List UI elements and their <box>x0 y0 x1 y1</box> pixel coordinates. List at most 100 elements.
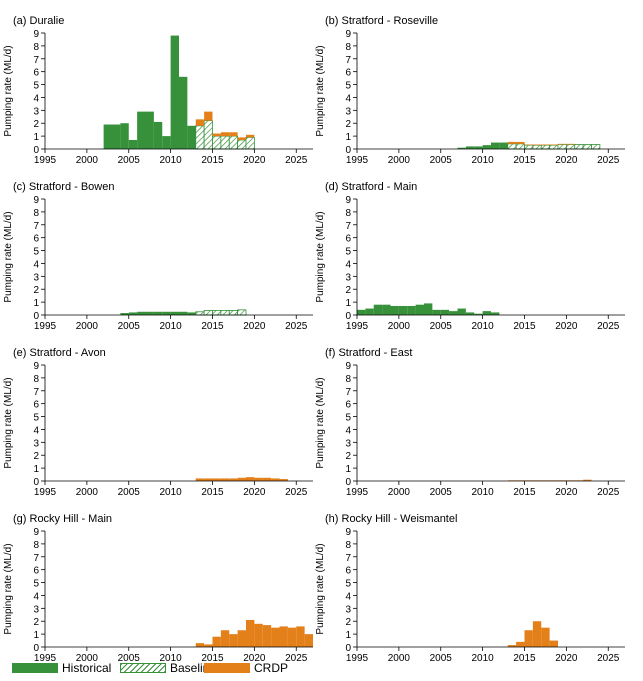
chart-h-bar-crdp <box>532 621 542 647</box>
chart-c-bar-baseline <box>212 310 222 316</box>
chart-e-bar-crdp <box>204 478 213 481</box>
chart-e-bar-crdp <box>246 477 255 481</box>
legend-item-crdp: CRDP <box>204 661 288 675</box>
chart-d: (d) Stratford - Main Pumping rate (ML/d) 0… <box>315 181 625 332</box>
legend-swatch-historical <box>12 663 58 673</box>
chart-b-bar-baseline <box>515 143 525 150</box>
chart-e-xtick-label: 2000 <box>76 487 99 498</box>
chart-g-bar-crdp <box>296 626 305 647</box>
chart-b-ytick-label: 5 <box>345 81 351 92</box>
chart-d-ylabel: Pumping rate (ML/d) <box>315 211 326 302</box>
chart-g-title: (g) Rocky Hill - Main <box>13 513 112 525</box>
chart-f-ytick-label: 3 <box>345 438 351 449</box>
chart-c-ytick-label: 1 <box>33 298 39 309</box>
chart-c-xtick-label: 2025 <box>285 321 308 332</box>
chart-g-xtick-label: 2005 <box>118 653 141 664</box>
chart-a-bar-historical <box>153 121 163 149</box>
chart-a-xtick-label: 2015 <box>201 155 224 166</box>
chart-e-ytick-label: 9 <box>33 361 39 372</box>
chart-a-bar-historical <box>179 76 188 149</box>
chart-f-xtick-label: 1995 <box>346 487 369 498</box>
chart-a-ytick-label: 7 <box>33 55 39 66</box>
chart-b-bar-baseline <box>565 144 576 150</box>
chart-h-ytick-label: 4 <box>345 591 351 602</box>
chart-c-bar-historical <box>128 312 138 315</box>
chart-d-bar-historical <box>424 303 433 315</box>
chart-c: (c) Stratford - Bowen Pumping rate (ML/d)… <box>3 181 313 332</box>
chart-a-bar-crdp <box>229 132 238 137</box>
chart-b-bar-crdp <box>507 141 517 144</box>
chart-b-xtick-label: 2005 <box>430 155 453 166</box>
chart-b-bar-baseline <box>540 144 551 150</box>
chart-d-ytick-label: 2 <box>345 285 351 296</box>
chart-h: (h) Rocky Hill - Weismantel Pumping rate … <box>315 513 625 664</box>
chart-g: (g) Rocky Hill - Main Pumping rate (ML/d)… <box>3 513 313 664</box>
chart-e-ytick-label: 6 <box>33 400 39 411</box>
chart-d-bar-historical <box>357 309 366 315</box>
chart-d-xtick-label: 2015 <box>513 321 536 332</box>
chart-d-bar-historical <box>491 312 500 315</box>
chart-h-xtick-label: 1995 <box>346 653 369 664</box>
legend-swatch-crdp <box>204 663 250 673</box>
chart-a-bar-historical <box>187 125 196 149</box>
chart-d-bar-historical <box>390 305 399 315</box>
chart-g-xtick-label: 2020 <box>243 653 266 664</box>
chart-e-xtick-label: 1995 <box>34 487 57 498</box>
chart-c-xtick-label: 2020 <box>243 321 266 332</box>
chart-b-bar-historical <box>499 142 508 149</box>
chart-b-ytick-label: 2 <box>345 119 351 130</box>
chart-a-ytick-label: 5 <box>33 81 39 92</box>
chart-d-xtick-label: 2005 <box>430 321 453 332</box>
chart-b-bar-crdp <box>549 144 558 146</box>
chart-f: (f) Stratford - East Pumping rate (ML/d) 0… <box>315 347 625 498</box>
chart-g-ytick-label: 5 <box>33 579 39 590</box>
chart-e-ytick-label: 5 <box>33 413 39 424</box>
chart-f-ytick-label: 1 <box>345 464 351 475</box>
chart-a-ytick-label: 6 <box>33 68 39 79</box>
chart-g-bar-crdp <box>195 643 205 647</box>
chart-a-xtick-label: 2000 <box>76 155 99 166</box>
chart-b-bar-historical <box>457 147 466 149</box>
chart-g-bar-crdp <box>262 625 272 647</box>
chart-e-bar-crdp <box>195 478 205 481</box>
chart-d-bar-historical <box>440 309 450 315</box>
chart-f-xtick-label: 2010 <box>472 487 495 498</box>
chart-e-bar-crdp <box>237 477 246 481</box>
chart-c-bar-baseline <box>237 309 247 316</box>
chart-c-title: (c) Stratford - Bowen <box>13 181 114 193</box>
chart-b-xtick-label: 2025 <box>597 155 620 166</box>
chart-g-ytick-label: 9 <box>33 527 39 538</box>
chart-d-bar-historical <box>432 309 441 315</box>
chart-g-ytick-label: 1 <box>33 630 39 641</box>
chart-c-ytick-label: 2 <box>33 285 39 296</box>
chart-g-bar-crdp <box>279 626 288 647</box>
chart-e-bar-crdp <box>212 478 221 481</box>
chart-b-bar-baseline <box>532 144 542 150</box>
chart-h-ytick-label: 1 <box>345 630 351 641</box>
chart-a-bar-historical <box>170 35 179 150</box>
chart-g-bar-crdp <box>220 630 230 647</box>
legend-item-historical: Historical <box>12 661 111 675</box>
chart-c-ytick-label: 3 <box>33 272 39 283</box>
chart-d-xtick-label: 2025 <box>597 321 620 332</box>
chart-c-ylabel: Pumping rate (ML/d) <box>3 211 14 302</box>
chart-h-xtick-label: 2005 <box>430 653 453 664</box>
chart-e-ytick-label: 8 <box>33 374 39 385</box>
chart-c-ytick-label: 7 <box>33 221 39 232</box>
chart-e-bar-crdp <box>262 477 272 481</box>
chart-b-ytick-label: 6 <box>345 68 351 79</box>
chart-f-xtick-label: 2020 <box>555 487 578 498</box>
chart-g-xtick-label: 2010 <box>160 653 183 664</box>
chart-c-xtick-label: 2015 <box>201 321 224 332</box>
chart-g-bar-crdp <box>304 634 313 647</box>
chart-d-xtick-label: 2020 <box>555 321 578 332</box>
chart-e: (e) Stratford - Avon Pumping rate (ML/d) 0… <box>3 347 313 498</box>
chart-b-bar-baseline <box>574 144 584 150</box>
chart-f-xtick-label: 2025 <box>597 487 620 498</box>
chart-d-ytick-label: 9 <box>345 195 351 206</box>
chart-g-ytick-label: 8 <box>33 540 39 551</box>
chart-b-xtick-label: 2010 <box>472 155 495 166</box>
chart-a-bar-baseline <box>245 136 255 150</box>
chart-g-bar-crdp <box>271 627 280 647</box>
